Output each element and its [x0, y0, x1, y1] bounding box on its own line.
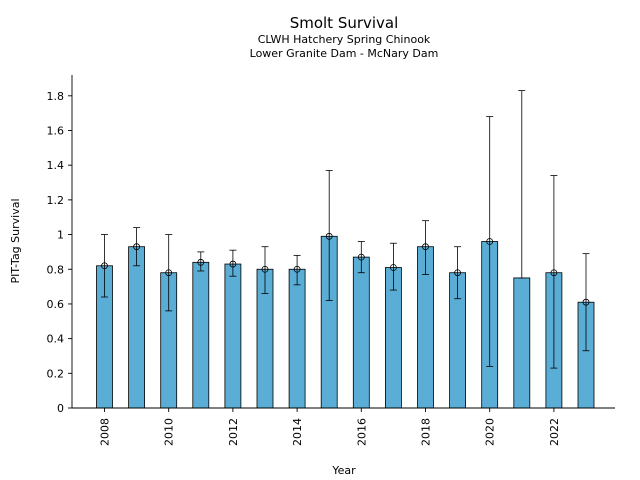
- y-tick-label-7: 1.4: [47, 159, 65, 172]
- bar-2012: [224, 263, 242, 409]
- x-tick-label-2012: 2012: [227, 418, 240, 446]
- point-marker-2018: [422, 243, 429, 251]
- point-marker-2015: [325, 232, 333, 240]
- y-axis-label: PIT-Tag Survival: [9, 198, 22, 283]
- y-tick-label-6: 1.2: [47, 194, 65, 207]
- y-tick-label-0: 0: [57, 402, 64, 415]
- point-marker-2023: [582, 298, 590, 306]
- x-tick-label-2018: 2018: [420, 418, 433, 446]
- bar-2011: [192, 261, 210, 409]
- point-marker-2011: [197, 258, 205, 266]
- point-marker-2019: [454, 269, 462, 277]
- point-marker-2010: [165, 269, 173, 277]
- point-marker-2012: [229, 260, 237, 268]
- bar-2021: [513, 277, 531, 409]
- x-tick-label-2020: 2020: [484, 418, 497, 446]
- y-tick-label-1: 0.2: [47, 367, 65, 380]
- x-tick-label-2022: 2022: [548, 418, 561, 446]
- point-marker-2016: [357, 253, 365, 261]
- y-tick-label-4: 0.8: [47, 263, 65, 276]
- point-marker-2013: [261, 265, 269, 273]
- x-tick-label-2014: 2014: [291, 418, 304, 446]
- bar-2009: [128, 246, 146, 409]
- point-marker-2014: [293, 265, 301, 273]
- point-marker-2022: [550, 269, 558, 277]
- x-tick-label-2016: 2016: [355, 418, 368, 446]
- chart-title: Smolt Survival: [290, 14, 399, 32]
- point-marker-2009: [133, 243, 141, 251]
- bar-2014: [288, 268, 306, 409]
- point-marker-2020: [486, 238, 494, 245]
- y-tick-label-8: 1.6: [47, 125, 65, 138]
- y-tick-label-5: 1: [57, 229, 64, 242]
- chart-subtitle-line-2: Lower Granite Dam - McNary Dam: [250, 47, 439, 60]
- y-tick-label-3: 0.6: [47, 298, 65, 311]
- y-tick-label-2: 0.4: [47, 333, 65, 346]
- point-marker-2008: [101, 262, 108, 270]
- x-axis-label: Year: [331, 464, 356, 477]
- point-marker-2017: [389, 264, 397, 271]
- y-tick-label-9: 1.8: [47, 90, 65, 103]
- chart-subtitle-line-1: CLWH Hatchery Spring Chinook: [258, 33, 431, 46]
- bar-2016: [352, 256, 370, 409]
- x-tick-label-2010: 2010: [163, 418, 176, 446]
- plot-area: 0 0.2 0.4 0.6 0.8 1 1.2 1.4 1.6 1.8 2008 2010 2012 20…: [47, 75, 615, 446]
- x-tick-label-2008: 2008: [99, 418, 112, 446]
